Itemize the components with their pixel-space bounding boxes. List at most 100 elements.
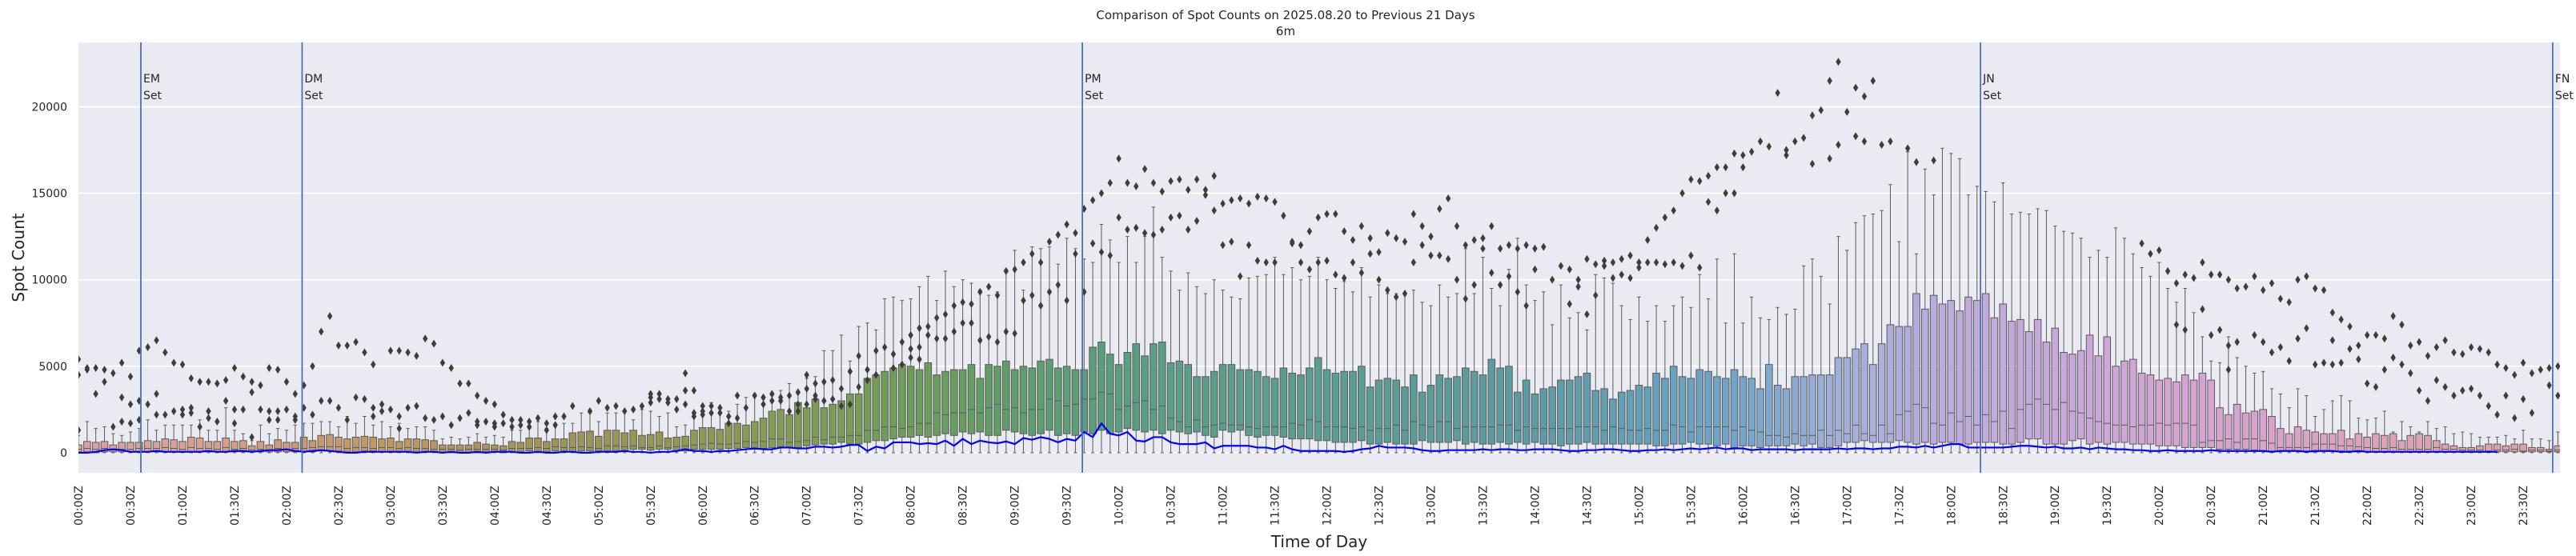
box-iqr — [1383, 378, 1392, 443]
box-223 — [2008, 214, 2016, 454]
box-iqr — [2112, 366, 2120, 443]
box-iqr — [2450, 445, 2458, 453]
box-iqr — [2320, 433, 2328, 452]
outlier-point — [1697, 177, 1703, 186]
box-189 — [1713, 163, 1721, 454]
x-tick-label: 05:00Z — [593, 486, 606, 526]
box-51 — [516, 415, 525, 454]
box-248 — [2225, 275, 2233, 454]
outlier-point — [830, 394, 836, 403]
box-iqr — [543, 441, 551, 453]
outlier-point — [1601, 256, 1607, 265]
box-iqr — [1202, 376, 1210, 436]
box-49 — [499, 410, 508, 454]
outlier-point — [197, 378, 203, 386]
outlier-point — [78, 355, 82, 364]
box-iqr — [898, 364, 906, 438]
box-9 — [152, 336, 161, 454]
box-242 — [2173, 279, 2181, 454]
outlier-point — [2338, 358, 2344, 367]
outlier-point — [1454, 275, 1460, 284]
outlier-point — [2217, 326, 2223, 334]
outlier-point — [1757, 137, 1763, 146]
box-211 — [1904, 144, 1912, 454]
outlier-point — [2312, 360, 2318, 369]
outlier-point — [2529, 369, 2535, 378]
box-91 — [863, 322, 872, 454]
outlier-point — [1610, 258, 1616, 267]
outlier-point — [2234, 284, 2240, 293]
outlier-point — [310, 410, 315, 419]
outlier-point — [2451, 348, 2457, 357]
outlier-point — [795, 400, 801, 409]
box-iqr — [2250, 410, 2259, 451]
box-iqr — [1765, 364, 1773, 446]
x-tick-label: 19:30Z — [2101, 486, 2114, 526]
box-iqr — [1340, 370, 1348, 443]
outlier-point — [1688, 175, 1694, 184]
outlier-point — [179, 360, 186, 369]
outlier-point — [1272, 198, 1278, 206]
boxes — [78, 58, 2560, 454]
box-184 — [1669, 206, 1678, 454]
outlier-point — [223, 397, 229, 406]
box-iqr — [187, 436, 195, 453]
box-iqr — [629, 430, 637, 450]
box-136 — [1254, 192, 1262, 454]
outlier-point — [665, 398, 671, 407]
box-181 — [1643, 235, 1652, 454]
box-201 — [1817, 106, 1825, 454]
box-227 — [2042, 210, 2051, 454]
outlier-point — [335, 341, 342, 350]
outlier-point — [682, 386, 688, 395]
box-197 — [1782, 146, 1791, 454]
outlier-point — [1645, 235, 1651, 244]
box-iqr — [2554, 445, 2560, 453]
outlier-point — [2182, 326, 2188, 334]
box-23 — [274, 366, 282, 454]
box-207 — [1869, 77, 1877, 454]
box-iqr — [811, 398, 820, 446]
outlier-point — [648, 398, 653, 407]
box-iqr — [430, 440, 438, 453]
outlier-point — [1844, 107, 1850, 116]
box-iqr — [2363, 436, 2371, 453]
box-228 — [2051, 226, 2060, 454]
outlier-point — [2157, 246, 2162, 254]
box-iqr — [1019, 366, 1028, 434]
outlier-point — [2546, 363, 2552, 372]
outlier-point — [1134, 223, 1139, 232]
box-iqr — [1401, 386, 1409, 445]
outlier-point — [1315, 258, 1321, 267]
outlier-point — [1784, 146, 1789, 154]
box-iqr — [1904, 326, 1912, 443]
box-84 — [802, 370, 811, 454]
outlier-point — [2390, 353, 2396, 362]
outlier-point — [1532, 244, 1538, 253]
outlier-point — [1254, 256, 1261, 265]
box-129 — [1193, 175, 1201, 454]
box-109 — [1019, 258, 1028, 454]
box-280 — [2502, 363, 2510, 454]
outlier-point — [2520, 358, 2526, 367]
outlier-point — [526, 417, 532, 426]
outlier-point — [1748, 147, 1755, 156]
box-iqr — [2545, 449, 2554, 453]
box-80 — [768, 390, 776, 454]
outlier-point — [2304, 272, 2309, 281]
box-192 — [1739, 150, 1747, 454]
box-213 — [1920, 168, 1929, 454]
box-iqr — [1435, 374, 1444, 443]
outlier-point — [93, 363, 98, 372]
box-iqr — [759, 418, 768, 450]
box-iqr — [551, 438, 560, 452]
outlier-point — [163, 410, 168, 419]
outlier-point — [985, 333, 992, 342]
outlier-point — [2520, 394, 2526, 403]
box-iqr — [958, 369, 967, 433]
outlier-point — [2277, 294, 2284, 303]
outlier-point — [2260, 286, 2266, 294]
x-tick-label: 12:30Z — [1374, 486, 1386, 526]
box-iqr — [2493, 443, 2502, 453]
outlier-point — [1766, 142, 1772, 151]
